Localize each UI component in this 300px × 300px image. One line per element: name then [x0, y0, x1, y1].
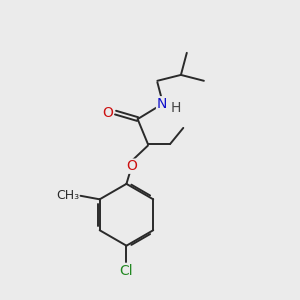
Text: O: O	[102, 106, 113, 120]
Text: H: H	[171, 101, 181, 115]
Text: Cl: Cl	[120, 264, 133, 278]
Text: O: O	[126, 159, 137, 173]
Text: N: N	[157, 97, 167, 111]
Text: CH₃: CH₃	[56, 189, 79, 202]
